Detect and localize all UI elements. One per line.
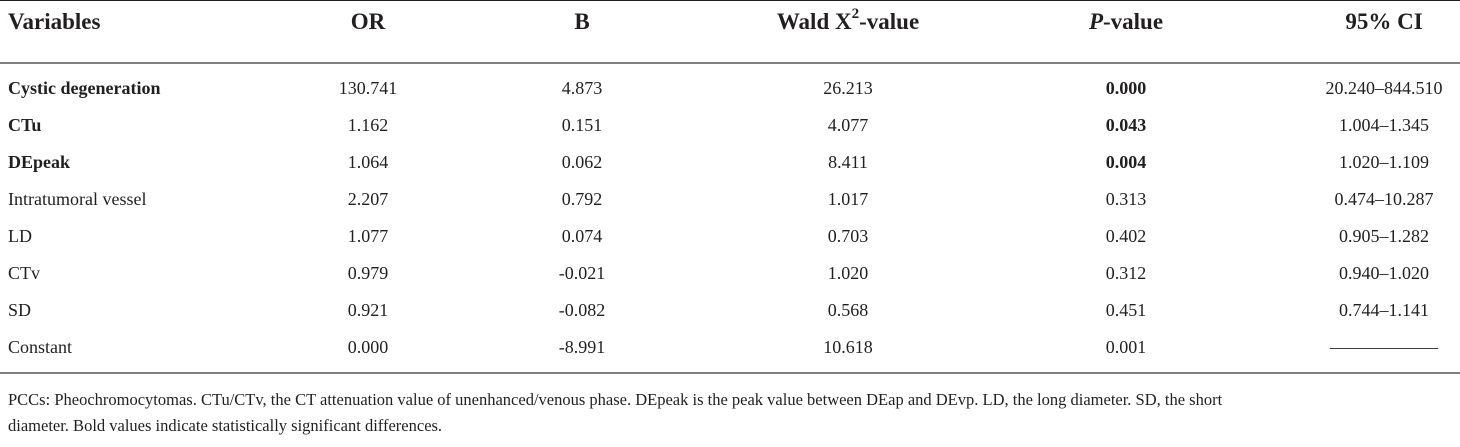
cell-p: 0.313 xyxy=(1105,189,1147,209)
cell-p: 0.000 xyxy=(1105,78,1147,98)
header-ci: 95% CI xyxy=(1345,9,1423,34)
cell-ci: 1.004–1.345 xyxy=(1339,115,1429,135)
header-p-value: P-value xyxy=(1089,8,1163,36)
header-wald-superscript: 2 xyxy=(851,6,860,23)
cell-b: 0.074 xyxy=(561,226,603,246)
cell-variable: CTv xyxy=(8,263,41,283)
cell-ci: 1.020–1.109 xyxy=(1339,152,1429,172)
cell-p: 0.312 xyxy=(1105,263,1147,283)
table-row: Intratumoral vessel 2.207 0.792 1.017 0.… xyxy=(0,181,1460,218)
header-or: OR xyxy=(350,9,386,34)
cell-p: 0.451 xyxy=(1105,300,1147,320)
header-b: B xyxy=(574,9,590,34)
cell-or: 0.921 xyxy=(347,300,389,320)
cell-b: -0.021 xyxy=(558,263,606,283)
cell-ci: 0.905–1.282 xyxy=(1339,226,1429,246)
header-wald: Wald X2-value xyxy=(776,6,920,36)
cell-or: 2.207 xyxy=(347,189,389,209)
table-row: CTu 1.162 0.151 4.077 0.043 1.004–1.345 xyxy=(0,107,1460,144)
cell-b: 0.792 xyxy=(561,189,603,209)
header-p-italic: P xyxy=(1088,9,1103,34)
cell-variable: Cystic degeneration xyxy=(8,78,161,98)
cell-variable: CTu xyxy=(8,115,42,135)
cell-variable: SD xyxy=(8,300,32,320)
cell-p: 0.402 xyxy=(1105,226,1147,246)
cell-wald: 0.703 xyxy=(827,226,869,246)
header-p-suffix: -value xyxy=(1103,9,1164,34)
table-row: LD 1.077 0.074 0.703 0.402 0.905–1.282 xyxy=(0,218,1460,255)
table-footnote: PCCs: Pheochromocytomas. CTu/CTv, the CT… xyxy=(8,387,1458,439)
table-bottom-rule xyxy=(0,372,1460,374)
table-top-rule xyxy=(0,0,1460,1)
header-variables: Variables xyxy=(8,9,101,34)
cell-wald: 4.077 xyxy=(827,115,869,135)
table-row: Cystic degeneration 130.741 4.873 26.213… xyxy=(0,70,1460,107)
cell-p: 0.001 xyxy=(1105,337,1147,357)
cell-or: 1.077 xyxy=(347,226,389,246)
cell-b: -8.991 xyxy=(558,337,606,357)
cell-ci: 20.240–844.510 xyxy=(1325,78,1443,98)
header-wald-suffix: -value xyxy=(859,9,920,34)
table-header-rule xyxy=(0,62,1460,64)
cell-b: 0.151 xyxy=(561,115,603,135)
cell-ci: 0.474–10.287 xyxy=(1334,189,1434,209)
cell-or: 1.162 xyxy=(347,115,389,135)
table-row: DEpeak 1.064 0.062 8.411 0.004 1.020–1.1… xyxy=(0,144,1460,181)
header-wald-prefix: Wald X xyxy=(776,9,852,34)
cell-wald: 10.618 xyxy=(823,337,873,357)
cell-or: 130.741 xyxy=(338,78,398,98)
footnote-line-2: diameter. Bold values indicate statistic… xyxy=(8,416,443,435)
cell-variable: DEpeak xyxy=(8,152,71,172)
cell-ci: —————— xyxy=(1330,337,1438,357)
cell-b: 0.062 xyxy=(561,152,603,172)
cell-ci: 0.940–1.020 xyxy=(1339,263,1429,283)
cell-wald: 26.213 xyxy=(823,78,873,98)
cell-or: 0.979 xyxy=(347,263,389,283)
cell-wald: 8.411 xyxy=(828,152,868,172)
table-row: CTv 0.979 -0.021 1.020 0.312 0.940–1.020 xyxy=(0,255,1460,292)
table-row: SD 0.921 -0.082 0.568 0.451 0.744–1.141 xyxy=(0,292,1460,329)
cell-or: 1.064 xyxy=(347,152,389,172)
cell-wald: 0.568 xyxy=(827,300,869,320)
cell-b: -0.082 xyxy=(558,300,606,320)
cell-or: 0.000 xyxy=(347,337,389,357)
cell-variable: Constant xyxy=(8,337,73,357)
cell-p: 0.004 xyxy=(1105,152,1147,172)
cell-variable: Intratumoral vessel xyxy=(8,189,147,209)
table-row: Constant 0.000 -8.991 10.618 0.001 —————… xyxy=(0,329,1460,366)
cell-ci: 0.744–1.141 xyxy=(1339,300,1429,320)
cell-wald: 1.020 xyxy=(827,263,869,283)
cell-b: 4.873 xyxy=(561,78,603,98)
cell-wald: 1.017 xyxy=(827,189,869,209)
cell-p: 0.043 xyxy=(1105,115,1147,135)
cell-variable: LD xyxy=(8,226,32,246)
footnote-line-1: PCCs: Pheochromocytomas. CTu/CTv, the CT… xyxy=(8,390,1223,409)
table-header-row: Variables OR B Wald X2-value P-value 95%… xyxy=(0,0,1460,62)
